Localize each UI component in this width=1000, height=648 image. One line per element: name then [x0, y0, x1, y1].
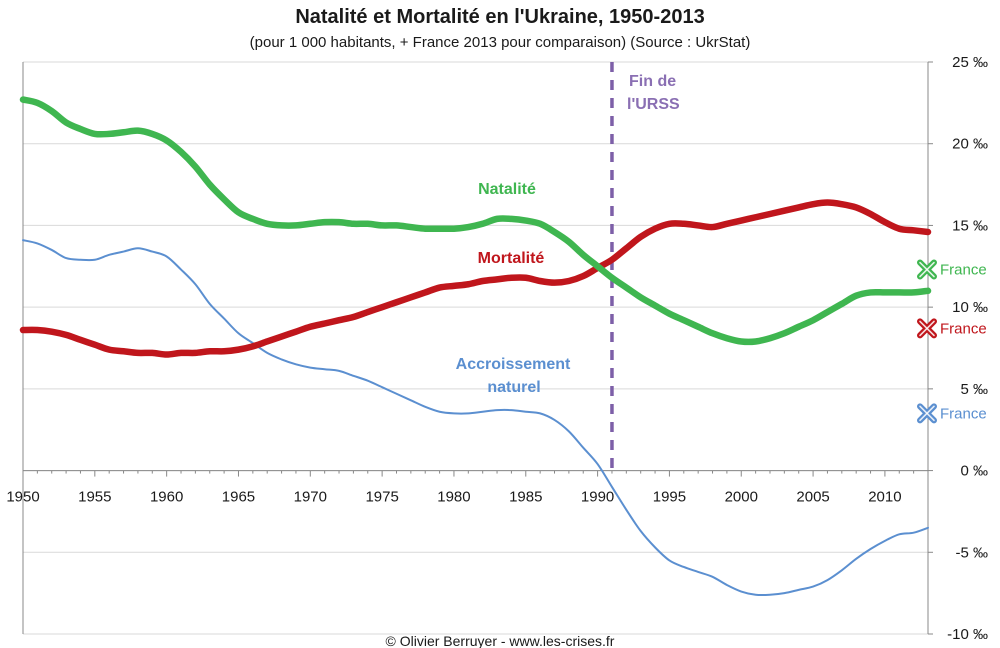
x-axis-ticks: 1950 1955 1960 1965 1970 1975 1980 1985 1990 1995…: [6, 470, 929, 506]
france-label: France: [940, 405, 987, 422]
x-tick-label: 1960: [150, 489, 183, 506]
mortalite-label: Mortalité: [478, 250, 545, 267]
chart-subtitle: (pour 1 000 habitants, + France 2013 pou…: [250, 34, 751, 51]
france-markers: France France France: [917, 259, 987, 424]
france-marker-icon: [917, 259, 937, 280]
x-tick-label: 1985: [509, 489, 542, 506]
x-tick-label: 1970: [294, 489, 327, 506]
x-tick-label: 1955: [78, 489, 111, 506]
axes: [22, 62, 929, 634]
accroissement-label-1: Accroissement: [456, 356, 571, 373]
series-lines: [19, 96, 932, 597]
y-axis-ticks: 25 ‰ 20 ‰ 15 ‰ 10 ‰ 5 ‰ 0 ‰ -5 ‰ -10 ‰: [928, 54, 988, 643]
x-tick-label: 1965: [222, 489, 255, 506]
y-tick-label: 10 ‰: [952, 299, 988, 316]
x-tick-label: 2005: [796, 489, 829, 506]
france-label: France: [940, 320, 987, 337]
x-tick-label: 1950: [6, 489, 39, 506]
france-label: France: [940, 262, 987, 279]
mortalite-line: [19, 199, 932, 358]
natalite-line: [19, 96, 932, 346]
france-marker-icon: [917, 403, 937, 424]
y-tick-label: 20 ‰: [952, 136, 988, 153]
y-tick-label: 0 ‰: [960, 463, 988, 480]
x-tick-label: 2010: [868, 489, 901, 506]
y-tick-label: 15 ‰: [952, 217, 988, 234]
x-tick-label: 2000: [725, 489, 758, 506]
france-marker-icon: [917, 318, 937, 339]
end-ussr-label-1: Fin de: [629, 73, 676, 90]
natalite-label: Natalité: [478, 181, 536, 198]
y-tick-label: 25 ‰: [952, 54, 988, 71]
x-tick-label: 1995: [653, 489, 686, 506]
end-ussr-label-2: l'URSS: [627, 96, 680, 113]
chart-title: Natalité et Mortalité en l'Ukraine, 1950…: [295, 6, 704, 28]
y-tick-label: -10 ‰: [947, 626, 988, 643]
y-tick-label: 5 ‰: [960, 381, 988, 398]
x-tick-label: 1990: [581, 489, 614, 506]
x-tick-label: 1980: [437, 489, 470, 506]
credit-text: © Olivier Berruyer - www.les-crises.fr: [386, 633, 615, 648]
gridlines: [23, 61, 928, 635]
x-tick-label: 1975: [365, 489, 398, 506]
accroissement-line: [22, 239, 929, 597]
accroissement-label-2: naturel: [487, 379, 540, 396]
y-tick-label: -5 ‰: [955, 544, 988, 561]
